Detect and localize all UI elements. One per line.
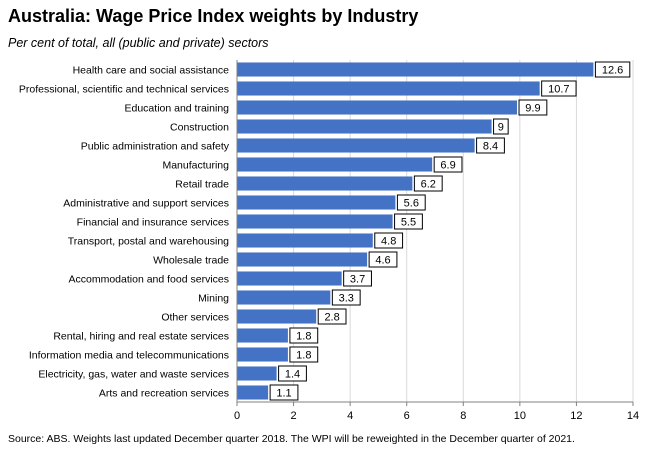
bar <box>237 290 331 305</box>
data-label-box <box>433 156 463 173</box>
data-label: 1.8 <box>296 331 311 343</box>
category-label: Health care and social assistance <box>73 64 230 76</box>
data-label-box <box>518 99 548 116</box>
category-label: Accommodation and food services <box>69 273 230 285</box>
data-label: 9 <box>498 122 504 134</box>
bar <box>237 138 475 153</box>
data-label-box <box>493 118 509 135</box>
data-label-box <box>317 308 347 325</box>
data-label: 3.3 <box>339 293 354 305</box>
category-label: Arts and recreation services <box>99 387 229 399</box>
data-label: 9.9 <box>525 103 540 115</box>
data-label-box <box>541 80 577 97</box>
bar <box>237 328 288 343</box>
data-label: 6.9 <box>440 160 455 172</box>
x-tick-label: 10 <box>514 410 526 422</box>
data-label-box <box>374 232 404 249</box>
x-tick-label: 8 <box>460 410 466 422</box>
category-label: Electricity, gas, water and waste servic… <box>38 368 229 380</box>
category-label: Construction <box>170 121 229 133</box>
bar <box>237 157 433 172</box>
data-label: 1.4 <box>285 369 300 381</box>
data-label-box <box>476 137 505 154</box>
category-label: Wholesale trade <box>153 254 229 266</box>
bar <box>237 252 368 267</box>
data-label: 5.5 <box>401 217 416 229</box>
category-label: Financial and insurance services <box>77 216 229 228</box>
category-label: Information media and telecommunications <box>29 349 229 361</box>
data-label: 1.1 <box>276 388 291 400</box>
data-label-box <box>368 251 398 268</box>
bar <box>237 347 288 362</box>
data-label-box <box>289 346 319 363</box>
bar <box>237 176 413 191</box>
bar <box>237 233 373 248</box>
data-label: 1.8 <box>296 350 311 362</box>
category-label: Public administration and safety <box>81 140 230 152</box>
category-label: Administrative and support services <box>63 197 229 209</box>
category-label: Retail trade <box>175 178 229 190</box>
data-label: 5.6 <box>404 198 419 210</box>
data-label: 4.6 <box>375 255 390 267</box>
bar <box>237 119 492 134</box>
category-label: Professional, scientific and technical s… <box>19 83 229 95</box>
category-label: Manufacturing <box>162 159 229 171</box>
data-label-box <box>394 213 423 230</box>
data-label-box <box>278 365 307 382</box>
x-tick-label: 12 <box>570 410 582 422</box>
bar <box>237 271 342 286</box>
chart-title: Australia: Wage Price Index weights by I… <box>8 6 419 26</box>
data-label: 2.8 <box>324 312 339 324</box>
category-label: Rental, hiring and real estate services <box>53 330 229 342</box>
data-label: 3.7 <box>350 274 365 286</box>
bar <box>237 309 317 324</box>
bar <box>237 81 540 96</box>
category-label: Education and training <box>125 102 230 114</box>
data-label-box <box>413 175 443 192</box>
data-label-box <box>269 384 299 401</box>
data-label-box <box>289 327 319 344</box>
category-label: Transport, postal and warehousing <box>68 235 229 247</box>
data-label-box <box>396 194 426 211</box>
bar <box>237 195 396 210</box>
x-tick-label: 0 <box>234 410 240 422</box>
x-tick-label: 14 <box>627 410 639 422</box>
data-label: 6.2 <box>421 179 436 191</box>
data-label-box <box>331 289 361 306</box>
bar <box>237 385 269 400</box>
bar <box>237 62 594 77</box>
chart-subtitle: Per cent of total, all (public and priva… <box>8 36 269 50</box>
data-label: 8.4 <box>483 141 498 153</box>
x-tick-label: 6 <box>404 410 410 422</box>
x-tick-label: 2 <box>291 410 297 422</box>
bar <box>237 100 518 115</box>
data-label: 12.6 <box>602 65 623 77</box>
data-label-box <box>594 61 631 78</box>
source-note: Source: ABS. Weights last updated Decemb… <box>8 433 575 445</box>
data-label-box <box>343 270 372 287</box>
bar <box>237 214 393 229</box>
category-label: Mining <box>198 292 229 304</box>
x-tick-label: 4 <box>347 410 353 422</box>
category-label: Other services <box>161 311 229 323</box>
data-label: 4.8 <box>381 236 396 248</box>
data-label: 10.7 <box>548 84 569 96</box>
bar <box>237 366 277 381</box>
